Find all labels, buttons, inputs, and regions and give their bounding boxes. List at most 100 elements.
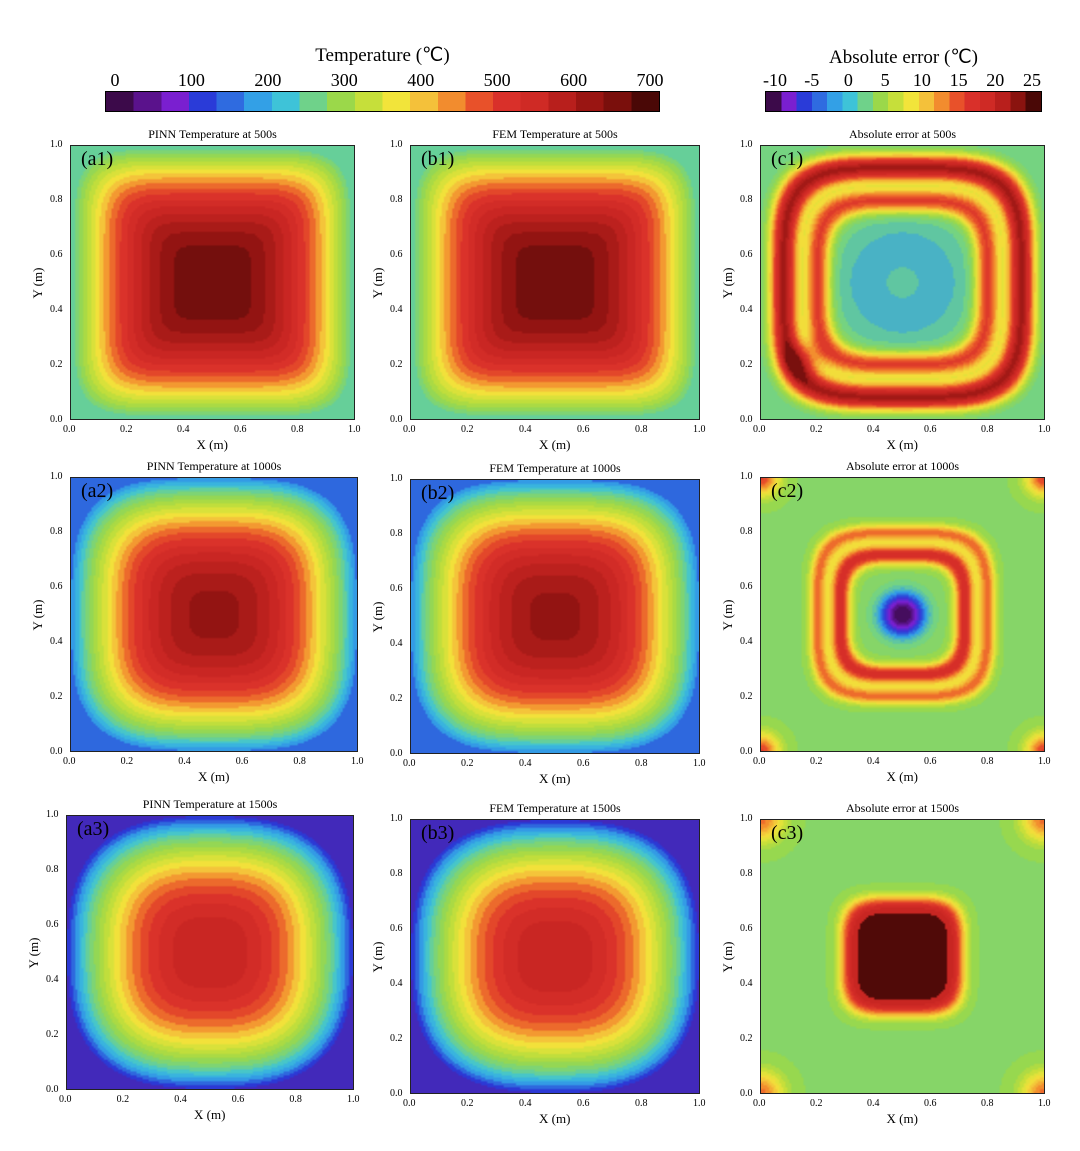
temperature-colorbar-tick: 400 <box>407 70 435 90</box>
panel-letter: (a2) <box>81 480 114 502</box>
y-tick-label: 0.8 <box>46 864 59 875</box>
y-tick-label: 0.4 <box>390 978 403 989</box>
x-tick-label: 0.4 <box>867 424 880 435</box>
x-tick-label: 0.6 <box>577 1098 590 1109</box>
error-colorbar-title: Absolute error (℃) <box>765 46 1042 69</box>
x-tick-label: 0.8 <box>981 424 994 435</box>
temperature-colorbar-gradient <box>105 91 660 112</box>
temperature-colorbar-tick: 300 <box>330 70 358 90</box>
y-axis-label: Y (m) <box>720 599 735 630</box>
y-tick-label: 0.6 <box>390 583 403 594</box>
y-tick-label: 0.2 <box>390 359 403 370</box>
panel-letter: (a3) <box>77 818 110 840</box>
x-tick-label: 0.6 <box>235 756 249 767</box>
y-tick-label: 0.6 <box>50 581 63 592</box>
error-colorbar-tick: 20 <box>986 70 1005 90</box>
panel-letter: (b1) <box>421 148 455 170</box>
panel-letter: (b2) <box>421 482 455 504</box>
x-tick-label: 0.6 <box>234 424 247 435</box>
heatmap-surface <box>71 478 357 751</box>
y-tick-label: 0.8 <box>740 194 753 205</box>
x-tick-label: 1.0 <box>1038 756 1051 767</box>
y-axis-label: Y (m) <box>370 601 385 632</box>
heatmap-plot: (c2) <box>760 477 1045 752</box>
x-tick-label: 0.4 <box>174 1094 187 1105</box>
y-tick-label: 0.8 <box>740 526 753 537</box>
y-tick-label: 0.8 <box>390 528 403 539</box>
x-tick-label: 0.6 <box>577 424 590 435</box>
error-colorbar-tick: 25 <box>1023 70 1041 90</box>
x-tick-label: 0.4 <box>867 756 880 767</box>
x-tick-label: 1.0 <box>347 1094 360 1105</box>
x-tick-label: 0.2 <box>116 1094 130 1105</box>
heatmap-plot: (a3) <box>66 815 354 1090</box>
y-tick-label: 0.0 <box>50 746 63 757</box>
y-tick-label: 0.0 <box>390 414 403 425</box>
y-tick-label: 0.4 <box>46 974 59 985</box>
temperature-colorbar-tick: 500 <box>483 70 511 90</box>
x-tick-label: 0.2 <box>810 1098 823 1109</box>
x-tick-label: 1.0 <box>693 758 706 769</box>
temperature-colorbar-title-text: Temperature <box>315 45 411 66</box>
x-tick-label: 1.0 <box>693 1098 706 1109</box>
x-tick-label: 0.0 <box>753 1098 766 1109</box>
x-tick-label: 0.6 <box>577 758 590 769</box>
y-tick-label: 0.6 <box>740 249 753 260</box>
y-tick-label: 0.4 <box>740 304 753 315</box>
x-tick-label: 1.0 <box>351 756 364 767</box>
heatmap-surface <box>761 478 1044 751</box>
y-tick-label: 0.0 <box>740 1088 753 1099</box>
y-tick-label: 0.6 <box>390 923 403 934</box>
heatmap-plot: (b2) <box>410 479 700 754</box>
y-tick-label: 0.8 <box>50 194 63 205</box>
panel-letter: (b3) <box>421 822 455 844</box>
x-tick-label: 0.8 <box>981 1098 994 1109</box>
x-tick-label: 1.0 <box>1038 1098 1051 1109</box>
error-colorbar-tick: 15 <box>949 70 968 90</box>
x-tick-label: 0.4 <box>867 1098 880 1109</box>
temperature-colorbar-tick: 700 <box>636 70 664 90</box>
heatmap-surface <box>71 146 354 419</box>
y-tick-label: 1.0 <box>740 471 753 482</box>
temperature-colorbar-tick: 0 <box>110 70 120 90</box>
y-tick-label: 0.8 <box>740 868 753 879</box>
y-tick-label: 0.2 <box>390 693 403 704</box>
x-tick-label: 0.8 <box>981 756 994 767</box>
y-tick-label: 0.4 <box>740 636 753 647</box>
x-tick-label: 0.6 <box>924 424 937 435</box>
y-axis-label: Y (m) <box>26 937 41 968</box>
heatmap-plot: (a2) <box>70 477 358 752</box>
error-colorbar-tick: -5 <box>804 70 820 90</box>
error-colorbar-gradient <box>765 91 1042 112</box>
x-tick-label: 0.2 <box>810 424 823 435</box>
panel-title: FEM Temperature at 500s <box>492 127 618 141</box>
y-tick-label: 0.0 <box>46 1084 59 1095</box>
panel-title: FEM Temperature at 1000s <box>489 461 621 475</box>
x-tick-label: 0.8 <box>289 1094 302 1105</box>
heatmap-surface <box>411 146 699 419</box>
y-axis-label: Y (m) <box>370 267 385 298</box>
panel-letter: (c2) <box>771 480 804 502</box>
temperature-colorbar-tick: 600 <box>560 70 588 90</box>
x-tick-label: 0.6 <box>231 1094 245 1105</box>
x-tick-label: 0.4 <box>177 424 190 435</box>
x-tick-label: 0.0 <box>63 424 76 435</box>
y-tick-label: 0.2 <box>46 1029 59 1040</box>
x-tick-label: 0.0 <box>63 756 76 767</box>
x-axis-label: X (m) <box>194 1107 226 1122</box>
x-tick-label: 0.0 <box>59 1094 72 1105</box>
x-tick-label: 0.0 <box>403 758 416 769</box>
y-tick-label: 0.4 <box>390 304 403 315</box>
y-tick-label: 0.2 <box>740 359 753 370</box>
x-tick-label: 0.8 <box>635 758 648 769</box>
panel-letter: (c1) <box>771 148 804 170</box>
y-axis-label: Y (m) <box>720 267 735 298</box>
x-tick-label: 0.8 <box>635 424 648 435</box>
y-tick-label: 0.6 <box>740 923 753 934</box>
x-axis-label: X (m) <box>539 771 571 786</box>
heatmap-plot: (b1) <box>410 145 700 420</box>
y-tick-label: 0.6 <box>740 581 753 592</box>
y-tick-label: 0.0 <box>50 414 63 425</box>
x-axis-label: X (m) <box>198 769 230 784</box>
